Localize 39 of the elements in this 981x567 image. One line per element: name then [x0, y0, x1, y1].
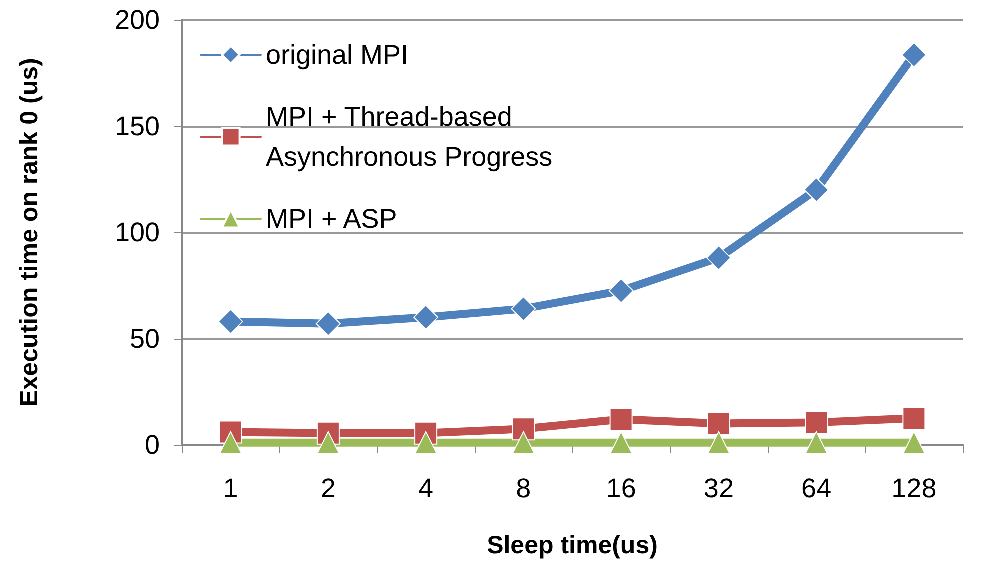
- point: [902, 42, 927, 68]
- point: [610, 408, 633, 431]
- point: [902, 431, 926, 454]
- x-axis-title: Sleep time(us): [487, 532, 658, 560]
- y-tick-label: 200: [114, 5, 160, 35]
- legend-label: MPI + ASP: [266, 204, 398, 234]
- x-tick-label: 16: [606, 474, 636, 504]
- y-tick-label: 150: [114, 111, 160, 142]
- x-tick-label: 4: [418, 474, 434, 504]
- x-tick-label: 2: [320, 474, 336, 504]
- x-tick-label: 32: [704, 474, 734, 504]
- y-axis-title: Execution time on rank 0 (us): [16, 58, 44, 407]
- point: [805, 411, 828, 434]
- point: [218, 309, 244, 334]
- point: [902, 406, 926, 430]
- point: [316, 311, 341, 336]
- point: [608, 278, 634, 304]
- point: [219, 431, 242, 454]
- x-tick-label: 1: [223, 474, 238, 504]
- point: [414, 431, 438, 454]
- point: [414, 305, 439, 330]
- point: [707, 412, 730, 436]
- point: [512, 418, 536, 441]
- point: [707, 431, 730, 454]
- point: [706, 246, 732, 270]
- x-tick-label: 64: [802, 474, 832, 504]
- point: [512, 431, 536, 454]
- point: [511, 296, 536, 322]
- y-tick-label: 100: [114, 218, 160, 248]
- y-tick-label: 0: [144, 430, 160, 460]
- point: [805, 431, 828, 454]
- x-tick-label: 128: [892, 474, 937, 504]
- y-tick-label: 50: [130, 324, 160, 354]
- point: [804, 178, 830, 202]
- point: [316, 431, 340, 454]
- legend-label: MPI + Thread-based Asynchronous Progress: [266, 102, 553, 172]
- point: [610, 431, 633, 454]
- legend-label: original MPI: [266, 40, 409, 70]
- x-tick-label: 8: [516, 474, 532, 504]
